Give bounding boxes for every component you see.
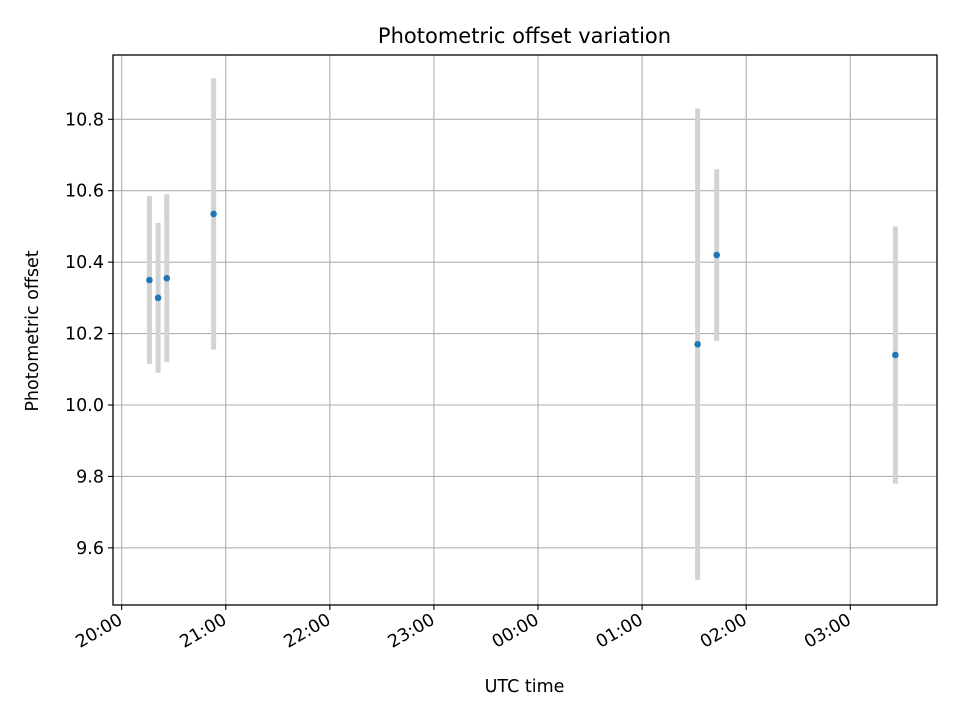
y-tick-label: 9.6 [76,539,104,559]
y-tick-label: 10.6 [65,182,104,202]
y-axis-title: Photometric offset [23,250,43,411]
y-tick-label: 10.2 [65,325,104,345]
chart-title: Photometric offset variation [378,24,671,48]
data-point [892,351,899,359]
y-tick-label: 9.8 [76,467,104,487]
data-point [163,274,171,282]
data-point [146,276,153,284]
y-tick-label: 10.4 [65,253,104,273]
data-point [694,340,701,348]
grid [113,55,937,605]
y-tick-label: 10.8 [65,110,104,130]
y-tick-label: 10.0 [65,396,104,416]
data-point [713,251,720,259]
y-axis-ticks: 9.6 9.8 10.0 10.2 10.4 10.6 10.8 [65,110,113,559]
data-point [154,294,162,302]
x-axis-title: UTC time [485,677,565,697]
plot-frame [112,54,938,606]
data-point [210,210,217,218]
data-points [146,210,899,359]
